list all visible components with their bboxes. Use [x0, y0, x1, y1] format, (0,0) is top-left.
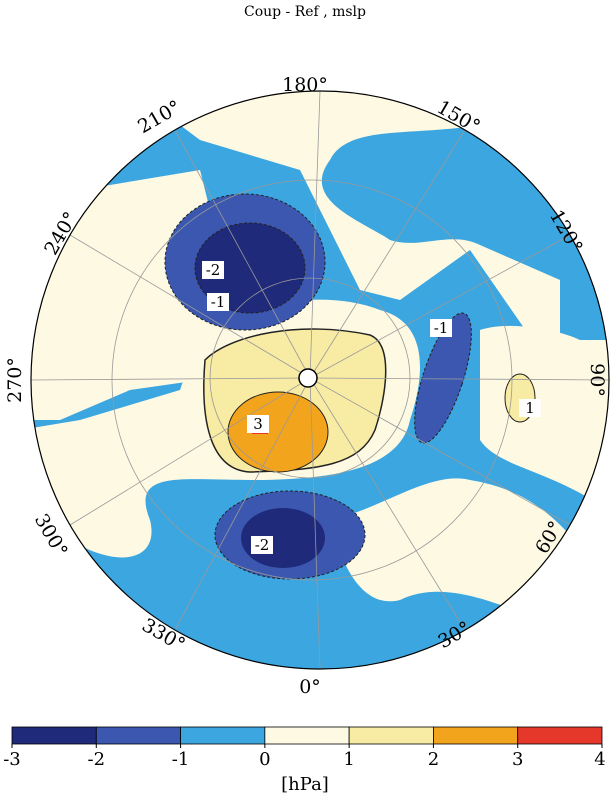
colorbar-tick-label: 3 [512, 749, 523, 770]
contour-label: -1 [211, 293, 226, 311]
colorbar-tick-label: 2 [428, 749, 439, 770]
graticule [31, 91, 609, 669]
positive-region [227, 391, 329, 473]
negative-region [414, 312, 472, 444]
longitude-label: 0° [299, 676, 321, 698]
contour-label-box [519, 399, 541, 417]
contour-label-box [247, 415, 269, 433]
longitude-label: 90° [586, 363, 608, 397]
colorbar-tick-label: -2 [88, 749, 106, 770]
colorbar-segment [264, 726, 350, 745]
colorbar-tick-label: 1 [343, 749, 354, 770]
contour-label: -2 [255, 536, 270, 554]
colorbar-segment [433, 726, 519, 745]
contour-label: 3 [253, 415, 263, 433]
colorbar-segment [11, 726, 97, 745]
colorbar-tick-label: -3 [3, 749, 21, 770]
map-border [30, 90, 610, 670]
contour-label: 1 [525, 399, 535, 417]
contour-label: -2 [206, 261, 221, 279]
contour-label: -1 [434, 319, 449, 337]
longitude-label: 270° [4, 357, 26, 403]
contour-label-box [251, 536, 273, 554]
map-field [31, 91, 609, 669]
longitude-label: 180° [282, 74, 328, 96]
colorbar-segment [348, 726, 434, 745]
colorbar-tick-label: 4 [594, 749, 605, 770]
colorbar-unit: [hPa] [281, 774, 329, 795]
figure-title: Coup - Ref , mslp [244, 4, 366, 20]
contour-label-box [207, 293, 229, 311]
positive-region [480, 325, 609, 520]
colorbar-tick-label: -1 [172, 749, 190, 770]
colorbar-segment [180, 726, 266, 745]
positive-region [120, 91, 560, 380]
colorbar-segment [517, 726, 603, 745]
colorbar-segment [95, 726, 181, 745]
contour-label-box [430, 319, 452, 337]
colorbar-tick-label: 0 [259, 749, 270, 770]
contour-label-box [202, 261, 224, 279]
pole [298, 368, 318, 388]
